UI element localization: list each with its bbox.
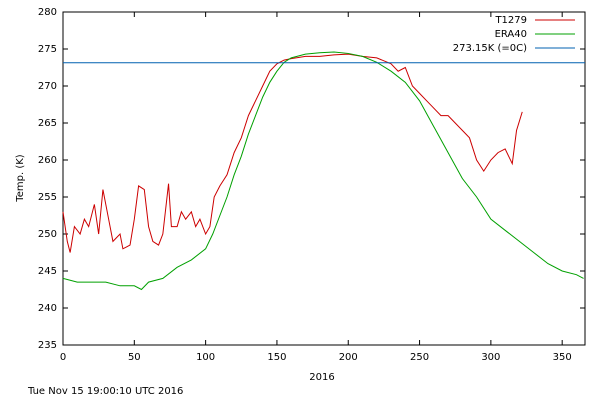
x-axis-label: 2016 <box>309 372 334 383</box>
y-tick-label: 250 <box>38 229 57 240</box>
y-tick-label: 260 <box>38 155 57 166</box>
series-line <box>62 51 584 291</box>
x-tick-label: 300 <box>481 352 500 363</box>
y-tick-label: 270 <box>38 81 57 92</box>
x-tick-label: 50 <box>128 352 141 363</box>
legend-label: 273.15K (=0C) <box>453 43 527 54</box>
plot-frame <box>62 11 586 346</box>
y-tick-label: 265 <box>38 118 57 129</box>
x-tick-label: 350 <box>553 352 572 363</box>
y-tick-label: 275 <box>38 44 57 55</box>
series-line <box>62 53 523 253</box>
x-tick-label: 150 <box>267 352 286 363</box>
legend-label: T1279 <box>494 15 527 26</box>
y-tick-label: 255 <box>38 192 57 203</box>
y-tick-label: 240 <box>38 303 57 314</box>
x-tick-label: 250 <box>410 352 429 363</box>
footer: Tue Nov 15 19:00:10 UTC 2016 <box>27 386 183 397</box>
legend-label: ERA40 <box>495 29 527 40</box>
y-axis-label: Temp. (K) <box>15 154 26 202</box>
x-tick-label: 100 <box>196 352 215 363</box>
x-tick-label: 0 <box>60 352 66 363</box>
y-tick-label: 280 <box>38 7 57 18</box>
y-tick-label: 245 <box>38 266 57 277</box>
x-tick-label: 200 <box>339 352 358 363</box>
y-tick-label: 235 <box>38 340 57 351</box>
